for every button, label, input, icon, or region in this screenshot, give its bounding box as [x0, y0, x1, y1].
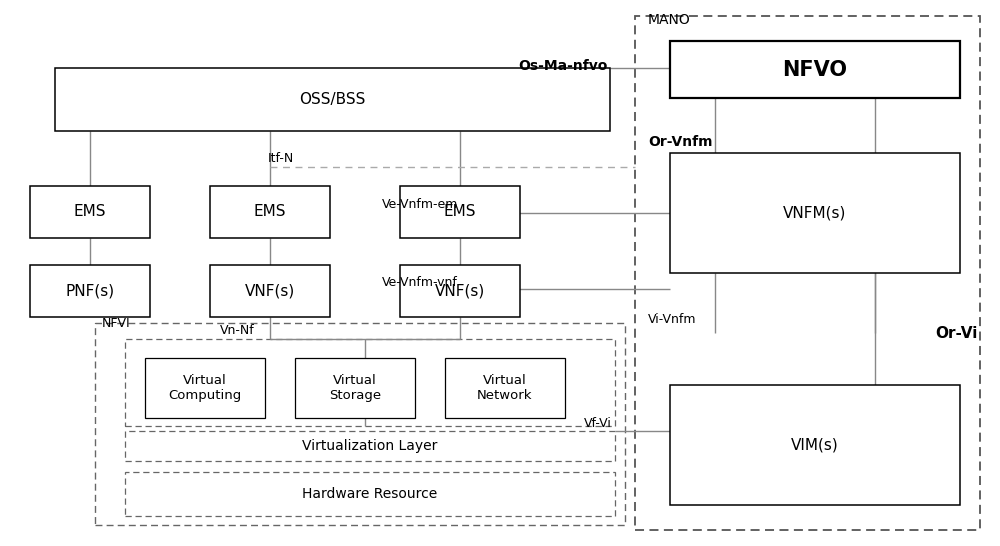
Text: VNF(s): VNF(s)	[245, 283, 295, 298]
Bar	[125, 339, 615, 426]
Text: VIM(s): VIM(s)	[791, 437, 839, 453]
Bar	[30, 186, 150, 238]
Text: Or-Vi: Or-Vi	[936, 325, 978, 341]
Text: Ve-Vnfm-vnf: Ve-Vnfm-vnf	[382, 276, 458, 289]
Text: OSS/BSS: OSS/BSS	[299, 92, 366, 107]
Bar	[55, 68, 610, 131]
Bar	[400, 265, 520, 317]
Bar	[95, 323, 625, 525]
Text: Vn-Nf: Vn-Nf	[220, 324, 255, 337]
Bar	[400, 186, 520, 238]
Text: PNF(s): PNF(s)	[65, 283, 115, 298]
Bar	[670, 153, 960, 273]
Bar	[210, 186, 330, 238]
Text: Or-Vnfm: Or-Vnfm	[648, 135, 712, 149]
Text: Os-Ma-nfvo: Os-Ma-nfvo	[519, 58, 608, 73]
Bar	[125, 431, 615, 461]
Text: Vf-Vi: Vf-Vi	[584, 417, 612, 430]
Bar	[125, 472, 615, 516]
Text: Virtual
Storage: Virtual Storage	[329, 373, 381, 402]
Text: Virtual
Computing: Virtual Computing	[168, 373, 242, 402]
Text: VNF(s): VNF(s)	[435, 283, 485, 298]
Text: Ve-Vnfm-em: Ve-Vnfm-em	[382, 198, 458, 211]
Text: Virtual
Network: Virtual Network	[477, 373, 533, 402]
Bar	[295, 358, 415, 418]
Text: EMS: EMS	[444, 204, 476, 219]
Text: MANO: MANO	[648, 13, 691, 27]
Bar	[670, 385, 960, 505]
Text: Vi-Vnfm: Vi-Vnfm	[648, 313, 696, 326]
Text: VNFM(s): VNFM(s)	[783, 205, 847, 221]
Bar	[30, 265, 150, 317]
Bar	[635, 16, 980, 530]
Text: EMS: EMS	[254, 204, 286, 219]
Text: Itf-N: Itf-N	[268, 152, 294, 165]
Bar	[670, 41, 960, 98]
Text: NFVI: NFVI	[102, 317, 131, 330]
Bar	[145, 358, 265, 418]
Bar	[210, 265, 330, 317]
Text: EMS: EMS	[74, 204, 106, 219]
Text: Virtualization Layer: Virtualization Layer	[302, 440, 438, 453]
Text: Hardware Resource: Hardware Resource	[302, 487, 438, 501]
Bar	[445, 358, 565, 418]
Text: NFVO: NFVO	[783, 60, 848, 80]
